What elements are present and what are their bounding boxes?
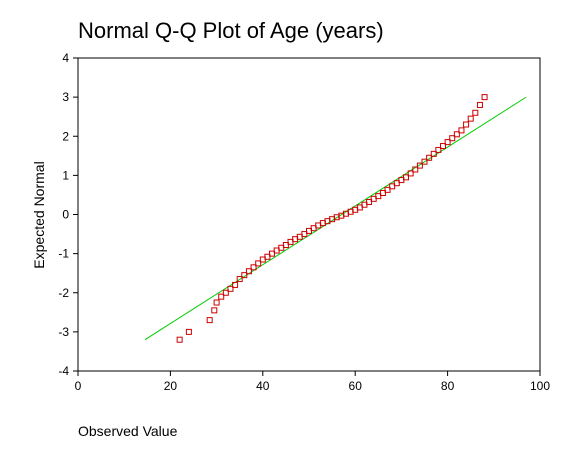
data-point (236, 276, 243, 283)
data-point (416, 162, 423, 169)
data-point (255, 260, 262, 267)
data-point (467, 115, 474, 122)
x-tick-label: 60 (349, 379, 363, 393)
y-tick-label: 4 (62, 51, 69, 65)
data-point (211, 307, 218, 314)
data-point (282, 242, 289, 249)
x-axis: 0 20 40 60 80 100 (75, 371, 550, 393)
data-point (449, 135, 456, 142)
data-point (227, 285, 234, 292)
chart-title: Normal Q-Q Plot of Age (years) (78, 18, 384, 43)
y-axis-title: Expected Normal (31, 161, 47, 268)
data-point (384, 186, 391, 193)
y-tick-label: -2 (58, 286, 69, 300)
data-point (379, 189, 386, 196)
y-tick-label: 1 (62, 168, 69, 182)
data-point (458, 127, 465, 134)
data-point (453, 131, 460, 138)
data-point (366, 198, 373, 205)
data-point (403, 174, 410, 181)
data-point (241, 272, 248, 279)
y-tick-label: 2 (62, 129, 69, 143)
data-point (301, 231, 308, 238)
data-point (185, 328, 192, 335)
x-tick-label: 0 (75, 379, 82, 393)
data-point (176, 336, 183, 343)
data-point (393, 180, 400, 187)
x-tick-label: 80 (441, 379, 455, 393)
data-point (430, 150, 437, 157)
data-point (264, 253, 271, 260)
data-point (426, 154, 433, 161)
data-point (481, 94, 488, 101)
data-point (218, 293, 225, 300)
data-point (421, 158, 428, 165)
data-point (412, 166, 419, 173)
data-point (439, 143, 446, 150)
data-point (476, 101, 483, 108)
data-point (389, 183, 396, 190)
plot-area-frame (77, 57, 541, 372)
data-point (444, 139, 451, 146)
x-tick-label: 100 (530, 379, 550, 393)
x-axis-title: Observed Value (78, 423, 178, 439)
y-axis: 4 3 2 1 0 -1 -2 -3 -4 (58, 51, 78, 378)
y-tick-label: 3 (62, 90, 69, 104)
data-point (463, 121, 470, 128)
data-point (232, 281, 239, 288)
data-point (375, 193, 382, 200)
data-point (407, 170, 414, 177)
y-tick-label: 0 (62, 208, 69, 222)
y-tick-label: -3 (58, 325, 69, 339)
x-tick-label: 40 (256, 379, 270, 393)
data-point (213, 299, 220, 306)
data-point (250, 264, 257, 271)
data-point (435, 146, 442, 153)
data-points (176, 94, 488, 343)
y-tick-label: -1 (58, 247, 69, 261)
data-point (245, 268, 252, 275)
x-tick-label: 20 (164, 379, 178, 393)
data-point (222, 289, 229, 296)
data-point (472, 109, 479, 116)
data-point (206, 317, 213, 324)
data-point (269, 250, 276, 257)
reference-line (144, 96, 527, 341)
y-tick-label: -4 (58, 364, 69, 378)
